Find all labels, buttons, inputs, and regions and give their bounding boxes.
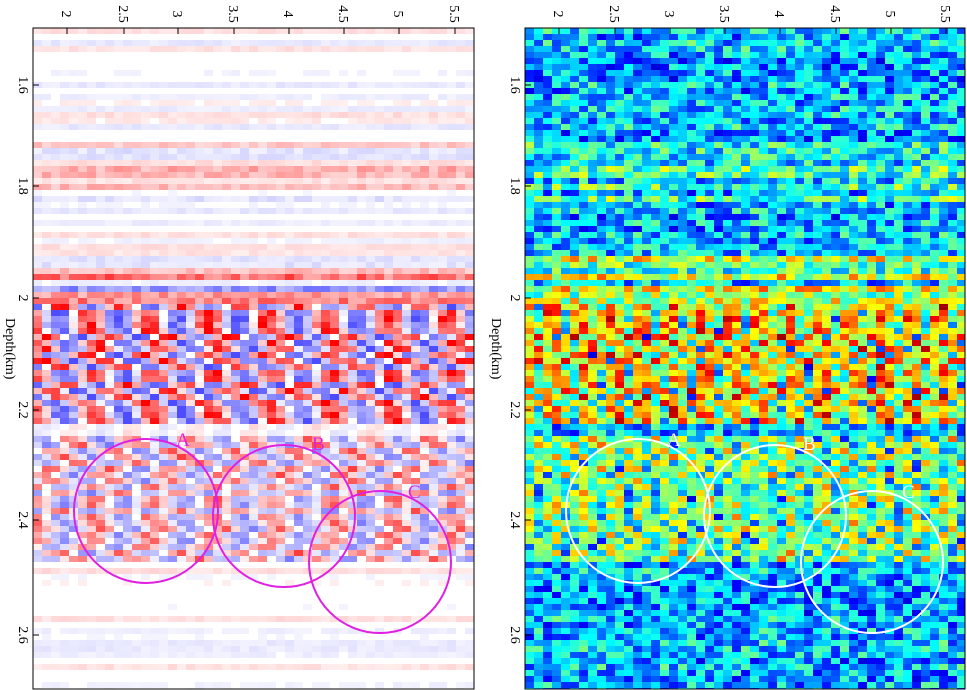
right-top-tick-label: 4.5 <box>827 5 842 23</box>
right-top-tick-label: 5.5 <box>937 5 952 23</box>
left-top-tick-label: 5 <box>390 11 405 18</box>
left-depth-tick-label: 2.4 <box>15 511 30 529</box>
left-depth-tick-label: 1.6 <box>15 76 30 94</box>
left-top-tick-label: 2.5 <box>115 5 130 23</box>
right-depth-tick-label: 2.6 <box>507 626 522 644</box>
right-depth-tick-label: 2 <box>507 295 522 302</box>
right-top-tick-label: 3.5 <box>716 5 731 23</box>
right-circle-a <box>565 438 711 584</box>
right-panel: 2 2.5 3 3.5 4 4.5 5 5.5 1.6 1.8 2 2.2 2.4 2.6 Depth(k… <box>488 5 966 690</box>
right-depth-tick-label: 2.4 <box>507 511 522 529</box>
right-label-b: B <box>803 434 816 455</box>
left-top-tick-label: 4.5 <box>335 5 350 23</box>
left-circle-a <box>73 438 219 584</box>
left-frame <box>32 27 475 690</box>
right-jet-image <box>525 28 965 689</box>
right-axis-ticks: 2 2.5 3 3.5 4 4.5 5 5.5 1.6 1.8 2 2.2 2.4 2.6 <box>507 5 952 644</box>
left-label-a: A <box>176 430 190 451</box>
right-depth-tick-label: 1.8 <box>507 177 522 195</box>
left-depth-axis-title: Depth(km) <box>2 318 17 380</box>
right-depth-axis-title: Depth(km) <box>488 318 503 380</box>
right-top-tick-label: 2.5 <box>606 5 621 23</box>
left-depth-tick-label: 1.8 <box>15 177 30 195</box>
right-circle-b <box>703 444 847 588</box>
right-top-tick-label: 2 <box>550 11 565 18</box>
right-depth-tick-label: 1.6 <box>507 76 522 94</box>
left-depth-tick-label: 2.2 <box>15 401 30 419</box>
left-label-b: B <box>312 434 325 455</box>
left-circles: A B C <box>73 430 452 634</box>
right-top-tick-label: 3 <box>661 11 676 18</box>
left-top-tick-label: 3 <box>169 11 184 18</box>
right-circles: A B C <box>565 430 944 634</box>
right-label-c: C <box>902 482 915 503</box>
right-circle-c <box>800 490 944 634</box>
right-top-tick-label: 4 <box>771 11 786 18</box>
left-circle-b <box>212 444 356 588</box>
right-label-a: A <box>667 430 681 451</box>
right-frame <box>524 27 966 690</box>
left-top-tick-label: 4 <box>280 11 295 18</box>
left-seismic-image <box>33 28 474 689</box>
left-top-tick-label: 3.5 <box>225 5 240 23</box>
left-top-tick-label: 5.5 <box>446 5 461 23</box>
left-panel: 2 2.5 3 3.5 4 4.5 5 5.5 1.6 1.8 2 2.2 2.4 2.6 Depth(k… <box>2 5 475 690</box>
right-top-tick-label: 5 <box>882 11 897 18</box>
left-top-tick-label: 2 <box>58 11 73 18</box>
left-depth-tick-label: 2.6 <box>15 626 30 644</box>
left-depth-tick-label: 2 <box>15 295 30 302</box>
left-label-c: C <box>408 482 421 503</box>
left-circle-c <box>308 490 452 634</box>
left-axis-ticks: 2 2.5 3 3.5 4 4.5 5 5.5 1.6 1.8 2 2.2 2.4 2.6 <box>15 5 461 644</box>
right-depth-tick-label: 2.2 <box>507 401 522 419</box>
